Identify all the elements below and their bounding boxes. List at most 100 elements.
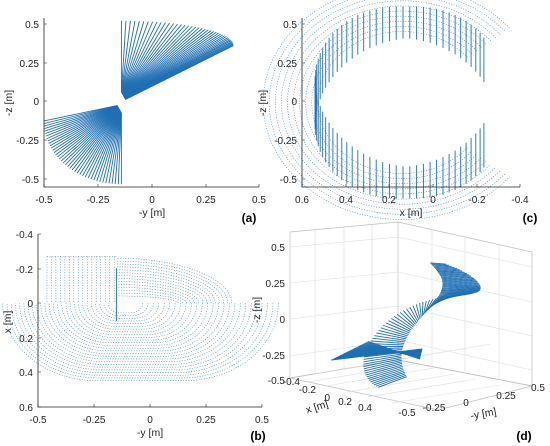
panel-a-xtick-0: -0.5 — [35, 195, 53, 206]
panel-a-fan-line — [108, 112, 122, 184]
panel-b-arc — [116, 257, 233, 304]
panel-a-fan-line — [55, 107, 120, 156]
panel-a-fan-line — [44, 105, 118, 129]
panel-a-fan-line — [123, 32, 219, 98]
panel-a-label: (a) — [242, 211, 257, 225]
panel-d-sheet-line — [378, 376, 407, 388]
panel-d-sheet-line — [375, 374, 407, 387]
panel-b-arc — [116, 281, 200, 304]
panel-d-sheet-line — [363, 361, 402, 372]
panel-b-ytick-5: 0.6 — [19, 403, 33, 414]
panel-b-arc — [116, 272, 212, 304]
panel-d-sheet-line — [441, 289, 478, 293]
panel-d-ztick-3: -0.25 — [262, 351, 285, 362]
panel-d-sheet-line — [419, 302, 422, 318]
panel-b-arc — [61, 303, 203, 343]
panel-d-sheet-line — [363, 358, 402, 367]
panel-d-sheet-line — [399, 312, 415, 326]
panel-d-sheet-line — [442, 286, 481, 291]
panel-d-sheet-line — [396, 314, 414, 328]
panel-b-xlabel: -y [m] — [137, 427, 163, 439]
panel-d: 0.5 0.25 0 -0.25 -0.5 -0.4 -0.2 0 0.2 0.… — [251, 221, 545, 443]
panel-d-sheet-line — [440, 276, 476, 281]
panel-c-ytick-3: -0.25 — [274, 136, 297, 147]
panel-a-fan-line — [69, 109, 120, 169]
panel-d-sheet-line — [370, 370, 405, 383]
panel-b-arc — [74, 303, 187, 335]
panel-d-sheet-line — [363, 353, 402, 360]
panel-b-arc — [40, 303, 230, 357]
panel-d-sheet-line — [363, 355, 402, 363]
panel-c: 0.6 0.4 0.2 0 -0.2 -0.4 0.5 0.25 0 -0.25… — [257, 0, 537, 225]
panel-a-fan-line — [121, 20, 140, 93]
panel-a-marks — [43, 20, 234, 185]
panel-c-band — [268, 0, 506, 215]
panel-b-axis-box — [37, 234, 262, 408]
panel-a-ytick-0: 0.5 — [25, 20, 39, 31]
panel-d-sheet-line — [442, 282, 481, 287]
panel-a-fan-line — [44, 105, 118, 132]
panel-d-sheet-line — [380, 327, 408, 337]
panel-b-arc — [6, 303, 274, 379]
panel-a-xtick-1: -0.25 — [87, 195, 110, 206]
panel-a-fan-line — [121, 20, 127, 93]
panel-a-fan-line — [52, 107, 119, 151]
panel-d-sheet-line — [412, 305, 420, 321]
panel-d-ytick-1: -0.25 — [423, 403, 446, 414]
panel-a-fan-line — [45, 106, 119, 134]
panel-d-sheet-line — [436, 270, 465, 273]
panel-d-xtick-0: -0.4 — [283, 377, 301, 388]
panel-a-fan-line — [123, 32, 217, 98]
panel-a-fan-line — [124, 36, 227, 99]
panel-d-sheet-line — [364, 352, 402, 358]
panel-d-sheet-line — [368, 369, 404, 381]
panel-a-fan-line — [59, 108, 120, 160]
panel-b-arc — [116, 295, 179, 304]
panel-a-ylabel: -z [m] — [3, 90, 15, 116]
panel-c-xtick-5: -0.4 — [511, 195, 529, 206]
panel-b-arc — [90, 303, 165, 324]
panel-b-arc — [53, 303, 214, 349]
panel-b-arc — [27, 303, 247, 365]
panel-a-fan-line — [48, 106, 119, 144]
panel-d-sheet-line — [385, 322, 410, 334]
panel-b-ytick-0: -0.4 — [16, 230, 34, 241]
panel-d-zlabel: -z [m] — [251, 297, 263, 323]
panel-d-sheet-line — [429, 262, 446, 265]
panel-d-sheet-line — [363, 359, 402, 370]
panel-c-ylabel: -z [m] — [257, 90, 269, 116]
panel-d-xtick-2: 0 — [324, 393, 330, 404]
panel-b-arc — [36, 303, 236, 360]
panel-d-sheet-line — [441, 279, 479, 284]
panel-b-arc — [116, 263, 224, 304]
panel-b-arc — [116, 286, 191, 304]
panel-b-arc — [78, 303, 181, 333]
panel-c-ytick-1: 0.25 — [278, 59, 298, 70]
panel-d-xtick-3: 0.2 — [338, 397, 352, 408]
panel-a-fan-line — [82, 110, 121, 176]
panel-c-ytick-4: -0.5 — [280, 175, 298, 186]
panel-b-arc — [116, 289, 187, 304]
panel-a-fan-line — [43, 105, 118, 122]
panel-b-xtick-3: 0.25 — [196, 415, 216, 426]
panel-d-sheet-line — [373, 373, 406, 386]
panel-b-xtick-4: 0.5 — [255, 415, 269, 426]
panel-a-fan-line — [121, 20, 131, 93]
panel-b: -0.5 -0.25 0 0.25 0.5 -0.4 -0.2 0 0.2 0.… — [2, 230, 279, 443]
panel-a-fan-line — [102, 111, 122, 183]
panel-a-fan-line — [124, 35, 225, 98]
panel-d-sheet-line — [372, 337, 405, 343]
panel-d-sheet-line — [376, 332, 407, 340]
panel-d-sheet-line — [442, 285, 481, 290]
panel-c-band — [311, 26, 473, 179]
panel-a-fan-line — [122, 26, 196, 96]
panel-d-sheet-line — [426, 298, 437, 312]
panel-a-fan-line — [63, 108, 120, 164]
panel-a-fan-line — [99, 111, 122, 182]
panel-b-arc — [116, 266, 220, 304]
panel-c-band — [305, 20, 477, 185]
panel-a-fan-line — [123, 28, 206, 97]
panel-a-fan-line — [96, 111, 121, 182]
panel-a-fan-line — [67, 109, 120, 167]
panel-a-fan-line — [60, 108, 120, 162]
